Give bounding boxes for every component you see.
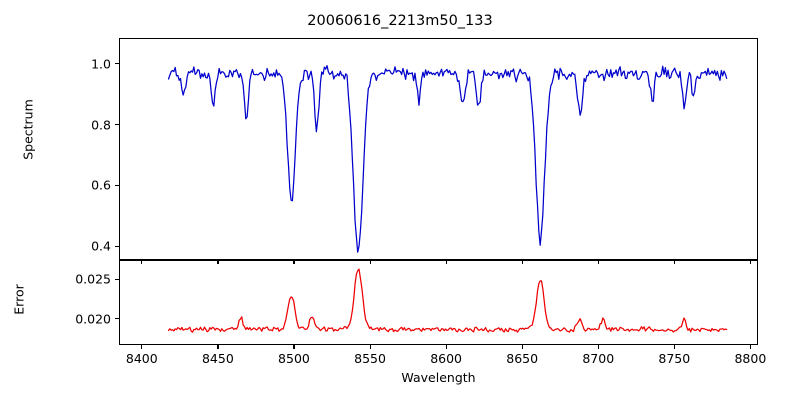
x-tick-top-8 <box>749 260 752 264</box>
y-tick-label-error-0: 0.025 <box>75 271 111 287</box>
y-tick-spectrum-0 <box>115 63 119 65</box>
y-tick-spectrum-2 <box>115 184 119 187</box>
x-tick-top-1 <box>217 260 219 264</box>
x-tick-bottom-1 <box>217 345 219 349</box>
x-tick-bottom-7 <box>673 345 675 349</box>
x-tick-bottom-4 <box>445 345 447 349</box>
y-tick-label-spectrum-3: 0.4 <box>91 238 111 254</box>
x-tick-label-4: 8600 <box>430 351 462 366</box>
x-tick-top-0 <box>141 260 143 264</box>
x-tick-label-0: 8400 <box>125 351 158 366</box>
x-tick-top-6 <box>597 260 599 264</box>
x-tick-top-5 <box>521 260 523 264</box>
x-tick-top-3 <box>369 260 371 264</box>
x-tick-bottom-6 <box>597 345 599 349</box>
x-tick-label-8: 8800 <box>734 351 767 366</box>
y-tick-label-spectrum-2: 0.6 <box>91 177 111 193</box>
chart-title: 20060616_2213m50_133 <box>307 13 493 29</box>
y-axis-label-spectrum: Spectrum <box>20 99 36 160</box>
y-tick-label-spectrum-1: 0.8 <box>91 117 111 133</box>
x-axis-label: Wavelength <box>401 370 476 385</box>
error-panel <box>119 260 758 345</box>
x-tick-top-4 <box>445 260 447 264</box>
y-axis-label-error: Error <box>11 284 27 315</box>
x-tick-label-6: 8700 <box>582 351 615 366</box>
x-tick-label-3: 8550 <box>354 351 386 366</box>
error-plot-area <box>167 268 728 333</box>
spectrum-line <box>167 65 728 253</box>
y-tick-error-0 <box>115 278 119 280</box>
x-tick-bottom-5 <box>521 345 523 349</box>
y-tick-error-1 <box>115 318 119 320</box>
x-tick-top-2 <box>293 260 295 264</box>
x-tick-label-7: 8750 <box>658 351 691 366</box>
y-tick-spectrum-3 <box>115 245 119 247</box>
y-tick-label-spectrum-0: 1.0 <box>91 56 111 72</box>
spectrum-plot-area <box>167 65 728 253</box>
x-tick-label-1: 8450 <box>201 351 234 366</box>
x-tick-bottom-2 <box>293 345 295 349</box>
y-tick-spectrum-1 <box>115 124 119 126</box>
x-tick-label-2: 8500 <box>278 351 310 366</box>
x-tick-bottom-0 <box>141 345 143 349</box>
x-tick-bottom-8 <box>749 345 752 349</box>
spectrum-panel <box>119 38 758 260</box>
y-tick-label-error-1: 0.020 <box>75 311 111 327</box>
error-line <box>167 268 728 333</box>
x-tick-bottom-3 <box>369 345 371 349</box>
x-tick-label-5: 8650 <box>506 351 539 366</box>
x-tick-top-7 <box>673 260 675 264</box>
